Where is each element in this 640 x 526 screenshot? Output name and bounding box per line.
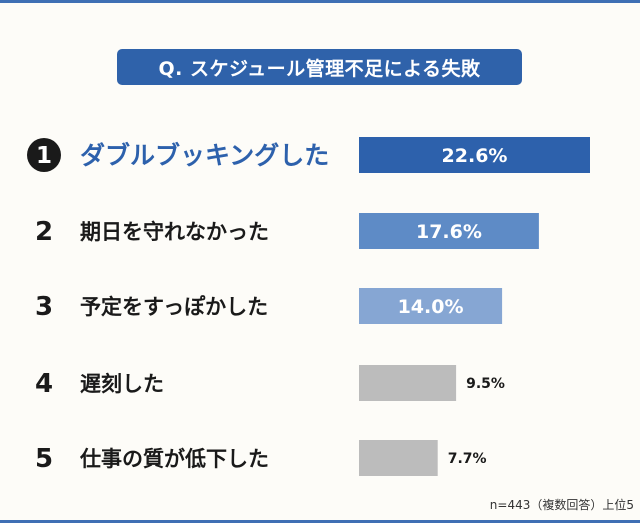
category-label: 遅刻した bbox=[80, 372, 164, 396]
rank-number: 5 bbox=[35, 444, 53, 474]
category-label: 仕事の質が低下した bbox=[79, 447, 269, 471]
category-label: 期日を守れなかった bbox=[80, 220, 269, 244]
bar bbox=[359, 213, 539, 249]
bar bbox=[359, 288, 503, 324]
value-label: 17.6% bbox=[416, 221, 482, 243]
footnote: n=443（複数回答）上位5 bbox=[489, 498, 634, 512]
rank-number: 4 bbox=[35, 369, 53, 399]
bar bbox=[359, 440, 438, 476]
rank-number: 1 bbox=[36, 143, 52, 169]
category-label: ダブルブッキングした bbox=[80, 141, 329, 170]
category-label: 予定をすっぽかした bbox=[80, 295, 268, 319]
bar-chart: 1 ダブルブッキングした 22.6% 2 期日を守れなかった 17.6% 3 予定をすっぽかし… bbox=[27, 137, 590, 476]
value-label: 22.6% bbox=[442, 145, 508, 167]
bar bbox=[359, 365, 457, 401]
bar bbox=[359, 137, 590, 173]
rank-number: 3 bbox=[35, 292, 53, 322]
rank-badge bbox=[27, 138, 61, 172]
value-label: 9.5% bbox=[466, 376, 505, 392]
value-label: 14.0% bbox=[398, 296, 464, 318]
rank-number: 2 bbox=[35, 217, 53, 247]
value-label: 7.7% bbox=[448, 451, 487, 467]
chart-title: Q. スケジュール管理不足による失敗 bbox=[117, 49, 522, 85]
